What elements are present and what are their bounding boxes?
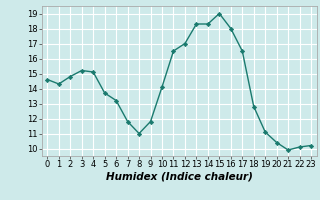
X-axis label: Humidex (Indice chaleur): Humidex (Indice chaleur) (106, 172, 252, 182)
